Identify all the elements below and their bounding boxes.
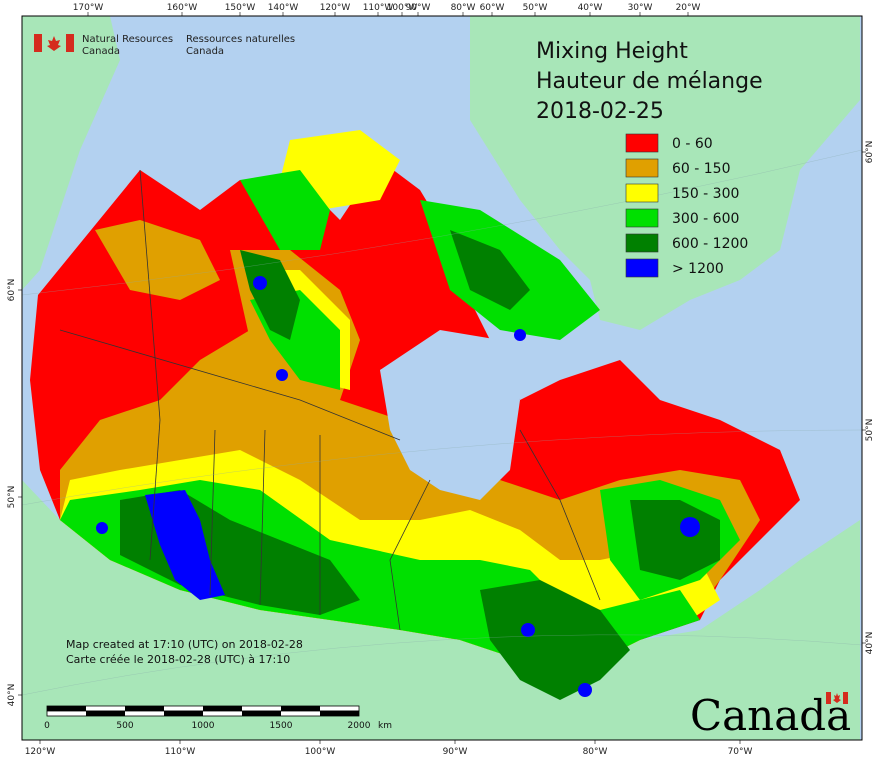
nunavut-darkgreen [240,250,300,340]
ontario-blue [521,623,535,637]
left-tick-label: 50°N [7,486,17,509]
top-tick-label: 150°W [225,3,256,13]
top-tick-label: 110°W [363,3,394,13]
wordmark-maple-leaf-icon [833,693,841,703]
top-tick-label: 20°W [676,3,701,13]
flag-left-bar [34,34,42,52]
top-tick-label: 80°W [451,3,476,13]
top-tick-label: 40°W [578,3,603,13]
scale-label: 2000 [348,721,371,731]
bottom-tick-label: 100°W [305,747,336,757]
top-tick-label: 160°W [167,3,198,13]
wordmark-flag-left [826,692,831,704]
legend-swatch [625,233,659,253]
right-tick-label: 40°N [865,632,875,655]
scale-bar: 0 500 1000 1500 2000 km [44,705,392,731]
top-tick-label: 100°W [387,3,418,13]
right-tick-label: 60°N [865,141,875,164]
lake-blue [578,683,592,697]
maple-leaf-icon [47,36,61,51]
legend-label: 60 - 150 [672,161,731,177]
top-tick-label: 140°W [268,3,299,13]
top-tick-label: 170°W [73,3,104,13]
scale-seg-8 [320,711,359,716]
arctic-green [240,170,330,250]
hudson-blue [276,369,288,381]
flag-right-bar [66,34,74,52]
hudson-bay [380,330,520,500]
arctic-orange [95,220,220,300]
usa [22,480,860,740]
bottom-tick-label: 110°W [165,747,196,757]
quebec-blue [680,517,700,537]
right-ticks: 60°N 50°N 40°N [862,141,875,655]
alberta-blue [145,490,225,600]
bottom-tick-label: 70°W [728,747,753,757]
agency-en-line2: Canada [82,46,120,57]
greenland [470,16,860,330]
baffin-blue [514,329,526,341]
bottom-tick-label: 120°W [25,747,56,757]
title-en: Mixing Height [536,39,688,64]
scale-seg-7 [281,706,320,711]
scale-seg-2 [86,711,125,716]
nrcan-logo: Natural Resources Canada Ressources natu… [34,34,295,57]
wordmark-flag-right [843,692,848,704]
legend-label: 150 - 300 [672,186,739,202]
scale-label: 0 [44,721,50,731]
agency-en-line1: Natural Resources [82,34,173,45]
legend-swatch [625,158,659,178]
legend-label: > 1200 [672,261,724,277]
left-tick-label: 40°N [7,684,17,707]
legend-swatch [625,133,659,153]
left-tick-label: 60°N [7,279,17,302]
legend-swatch [625,208,659,228]
right-tick-label: 50°N [865,419,875,442]
legend-label: 600 - 1200 [672,236,748,252]
left-ticks: 60°N 50°N 40°N [7,279,22,707]
scale-seg-4 [164,711,203,716]
top-tick-label: 30°W [628,3,653,13]
top-tick-label: 90°W [406,3,431,13]
legend-swatch [625,258,659,278]
nwt-blue [253,276,267,290]
legend-label: 300 - 600 [672,211,739,227]
top-tick-label: 60°W [480,3,505,13]
alaska [22,16,120,290]
ontario-darkgreen [480,580,630,700]
top-tick-label: 120°W [320,3,351,13]
legend: 0 - 60 60 - 150 150 - 300 300 - 600 600 - 12… [625,133,748,278]
graticule [22,149,862,696]
legend-swatch [625,183,659,203]
legend-label: 0 - 60 [672,136,713,152]
province-borders [59,169,601,631]
baffin-darkgreen [450,230,530,310]
scale-seg-3 [125,706,164,711]
top-tick-label: 50°W [523,3,548,13]
map-date: 2018-02-25 [536,99,664,124]
scale-seg-5 [203,706,242,711]
bc-blue [96,522,108,534]
wordmark-text: Canada [690,691,851,740]
scale-label: 500 [116,721,133,731]
created-en: Map created at 17:10 (UTC) on 2018-02-28 [66,638,303,651]
bottom-ticks: 120°W 110°W 100°W 90°W 80°W 70°W [25,740,753,757]
bottom-tick-label: 80°W [583,747,608,757]
map-frame-border [21,15,863,741]
canada-wordmark: Canada [690,691,851,740]
scale-label: 1000 [192,721,215,731]
scale-seg-1 [47,706,86,711]
scale-seg-6 [242,711,281,716]
bottom-tick-label: 90°W [443,747,468,757]
agency-fr-line1: Ressources naturelles [186,34,295,45]
title-fr: Hauteur de mélange [536,69,763,94]
scale-label: 1500 [270,721,293,731]
agency-fr-line2: Canada [186,46,224,57]
quebec-darkgreen [630,500,720,580]
created-fr: Carte créée le 2018-02-28 (UTC) à 17:10 [66,653,290,666]
scale-unit: km [378,721,392,731]
